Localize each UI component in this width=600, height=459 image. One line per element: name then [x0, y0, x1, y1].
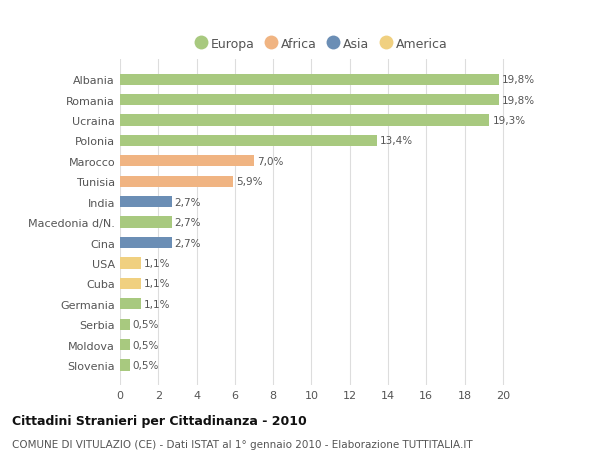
Text: 13,4%: 13,4% — [379, 136, 413, 146]
Text: 1,1%: 1,1% — [144, 299, 170, 309]
Bar — [120, 319, 130, 330]
Bar — [120, 115, 490, 126]
Text: 7,0%: 7,0% — [257, 157, 283, 167]
Bar — [120, 339, 130, 350]
Text: 19,8%: 19,8% — [502, 75, 535, 85]
Bar — [120, 74, 499, 86]
Text: 2,7%: 2,7% — [175, 218, 201, 228]
Text: 2,7%: 2,7% — [175, 197, 201, 207]
Legend: Europa, Africa, Asia, America: Europa, Africa, Asia, America — [190, 34, 452, 56]
Bar — [120, 95, 499, 106]
Text: 0,5%: 0,5% — [133, 319, 159, 330]
Text: 0,5%: 0,5% — [133, 360, 159, 370]
Bar — [120, 278, 141, 289]
Text: 5,9%: 5,9% — [236, 177, 262, 187]
Bar — [120, 258, 141, 269]
Bar — [120, 176, 233, 187]
Bar — [120, 359, 130, 371]
Text: 2,7%: 2,7% — [175, 238, 201, 248]
Text: Cittadini Stranieri per Cittadinanza - 2010: Cittadini Stranieri per Cittadinanza - 2… — [12, 414, 307, 428]
Bar — [120, 298, 141, 310]
Bar — [120, 196, 172, 208]
Text: 19,8%: 19,8% — [502, 95, 535, 106]
Bar — [120, 156, 254, 167]
Text: 0,5%: 0,5% — [133, 340, 159, 350]
Bar — [120, 135, 377, 147]
Text: 1,1%: 1,1% — [144, 258, 170, 269]
Bar — [120, 237, 172, 249]
Text: COMUNE DI VITULAZIO (CE) - Dati ISTAT al 1° gennaio 2010 - Elaborazione TUTTITAL: COMUNE DI VITULAZIO (CE) - Dati ISTAT al… — [12, 440, 473, 449]
Text: 19,3%: 19,3% — [493, 116, 526, 126]
Text: 1,1%: 1,1% — [144, 279, 170, 289]
Bar — [120, 217, 172, 228]
